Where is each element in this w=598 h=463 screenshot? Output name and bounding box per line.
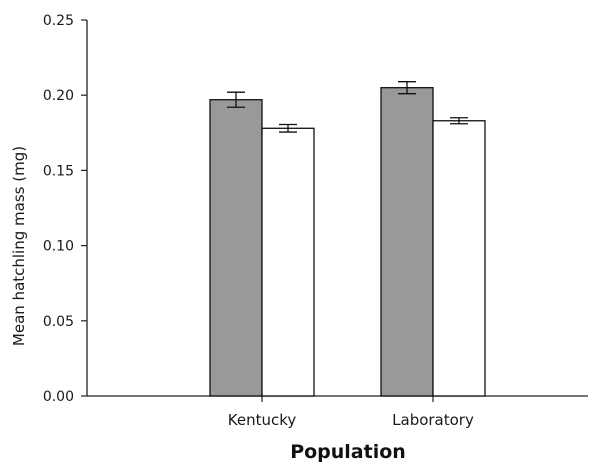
x-tick-label: Laboratory xyxy=(392,411,474,429)
y-tick-label: 0.05 xyxy=(43,314,74,330)
bar xyxy=(210,100,262,396)
plot-frame xyxy=(87,20,588,396)
y-axis-title: Mean hatchling mass (mg) xyxy=(10,146,28,346)
x-axis: Kentucky Laboratory xyxy=(228,396,474,429)
y-tick-label: 0.10 xyxy=(43,239,74,255)
x-tick-label: Kentucky xyxy=(228,411,297,429)
bar xyxy=(262,128,314,396)
y-tick-label: 0.20 xyxy=(43,88,74,104)
y-tick-label: 0.15 xyxy=(43,163,74,179)
bar xyxy=(381,88,433,396)
y-tick-label: 0.00 xyxy=(43,389,74,405)
y-axis: 0.00 0.05 0.10 0.15 0.20 0.25 xyxy=(43,13,87,405)
bars xyxy=(210,88,485,396)
x-axis-title: Population xyxy=(290,441,406,463)
bar xyxy=(433,121,485,396)
y-tick-label: 0.25 xyxy=(43,13,74,29)
